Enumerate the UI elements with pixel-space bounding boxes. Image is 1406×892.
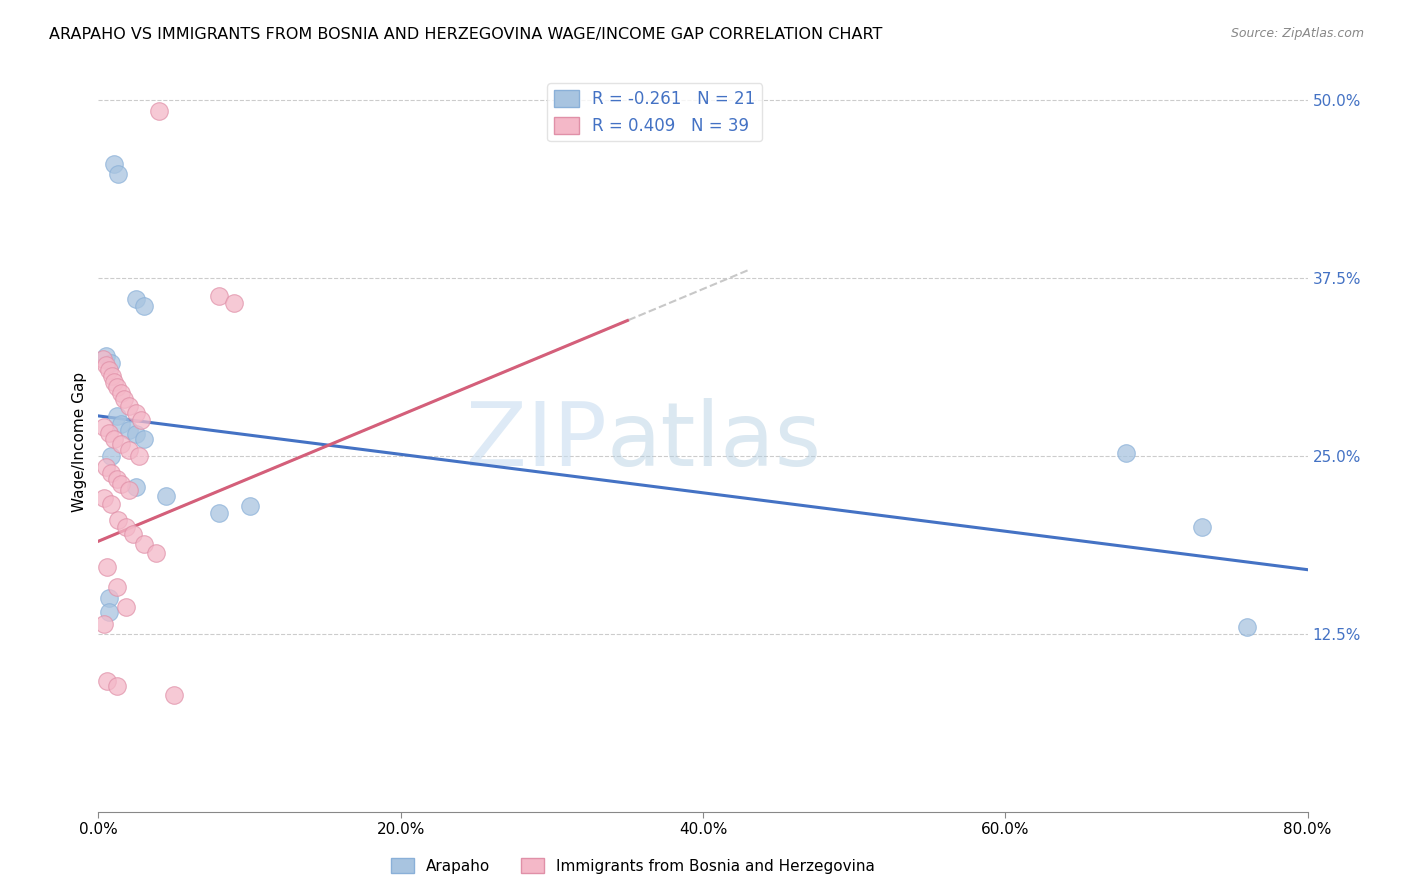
Point (100, 449, 122, 463)
Point (145, 546, 167, 560)
Point (125, 406, 148, 420)
Text: ARAPAHO VS IMMIGRANTS FROM BOSNIA AND HERZEGOVINA WAGE/INCOME GAP CORRELATION CH: ARAPAHO VS IMMIGRANTS FROM BOSNIA AND HE… (49, 27, 883, 42)
Point (132, 537, 155, 551)
Point (118, 443, 141, 458)
Point (100, 466, 122, 480)
Point (100, 356, 122, 370)
Y-axis label: Wage/Income Gap: Wage/Income Gap (72, 371, 87, 512)
Point (105, 580, 128, 594)
Point (105, 380, 128, 394)
Text: ZIP: ZIP (465, 398, 606, 485)
Point (110, 477, 132, 491)
Point (110, 417, 132, 432)
Point (103, 375, 125, 389)
Point (163, 688, 186, 702)
Point (93, 420, 115, 434)
Point (94, 349, 117, 363)
Point (98, 606, 121, 620)
Point (100, 497, 122, 511)
Point (103, 432, 125, 446)
Point (1236, 619, 1258, 633)
Legend: Arapaho, Immigrants from Bosnia and Herzegovina: Arapaho, Immigrants from Bosnia and Herz… (385, 852, 880, 880)
Point (114, 599, 136, 614)
Point (112, 392, 135, 406)
Point (103, 157, 125, 171)
Point (118, 399, 141, 413)
Point (129, 413, 152, 427)
Point (110, 437, 132, 451)
Text: atlas: atlas (606, 398, 821, 485)
Point (118, 423, 141, 437)
Point (107, 167, 129, 181)
Point (208, 506, 231, 520)
Point (105, 471, 128, 485)
Point (94, 358, 117, 372)
Point (114, 520, 136, 534)
Point (91, 351, 114, 366)
Point (148, 104, 170, 119)
Point (1115, 446, 1137, 460)
Point (132, 432, 155, 446)
Point (107, 513, 129, 527)
Point (93, 616, 115, 631)
Point (224, 296, 246, 310)
Point (110, 386, 132, 401)
Legend: R = -0.261   N = 21, R = 0.409   N = 39: R = -0.261 N = 21, R = 0.409 N = 39 (547, 83, 762, 142)
Point (94, 460, 117, 475)
Point (98, 591, 121, 606)
Point (125, 427, 148, 442)
Point (122, 527, 145, 541)
Point (96, 559, 118, 574)
Point (96, 673, 118, 688)
Point (118, 483, 141, 497)
Point (98, 425, 121, 440)
Point (132, 299, 155, 313)
Point (101, 369, 124, 384)
Point (208, 289, 231, 303)
Point (155, 489, 177, 503)
Point (93, 491, 115, 506)
Point (125, 292, 148, 306)
Point (105, 409, 128, 423)
Point (128, 449, 150, 463)
Point (1191, 520, 1213, 534)
Point (125, 480, 148, 494)
Text: Source: ZipAtlas.com: Source: ZipAtlas.com (1230, 27, 1364, 40)
Point (239, 499, 262, 513)
Point (98, 363, 121, 377)
Point (105, 680, 128, 694)
